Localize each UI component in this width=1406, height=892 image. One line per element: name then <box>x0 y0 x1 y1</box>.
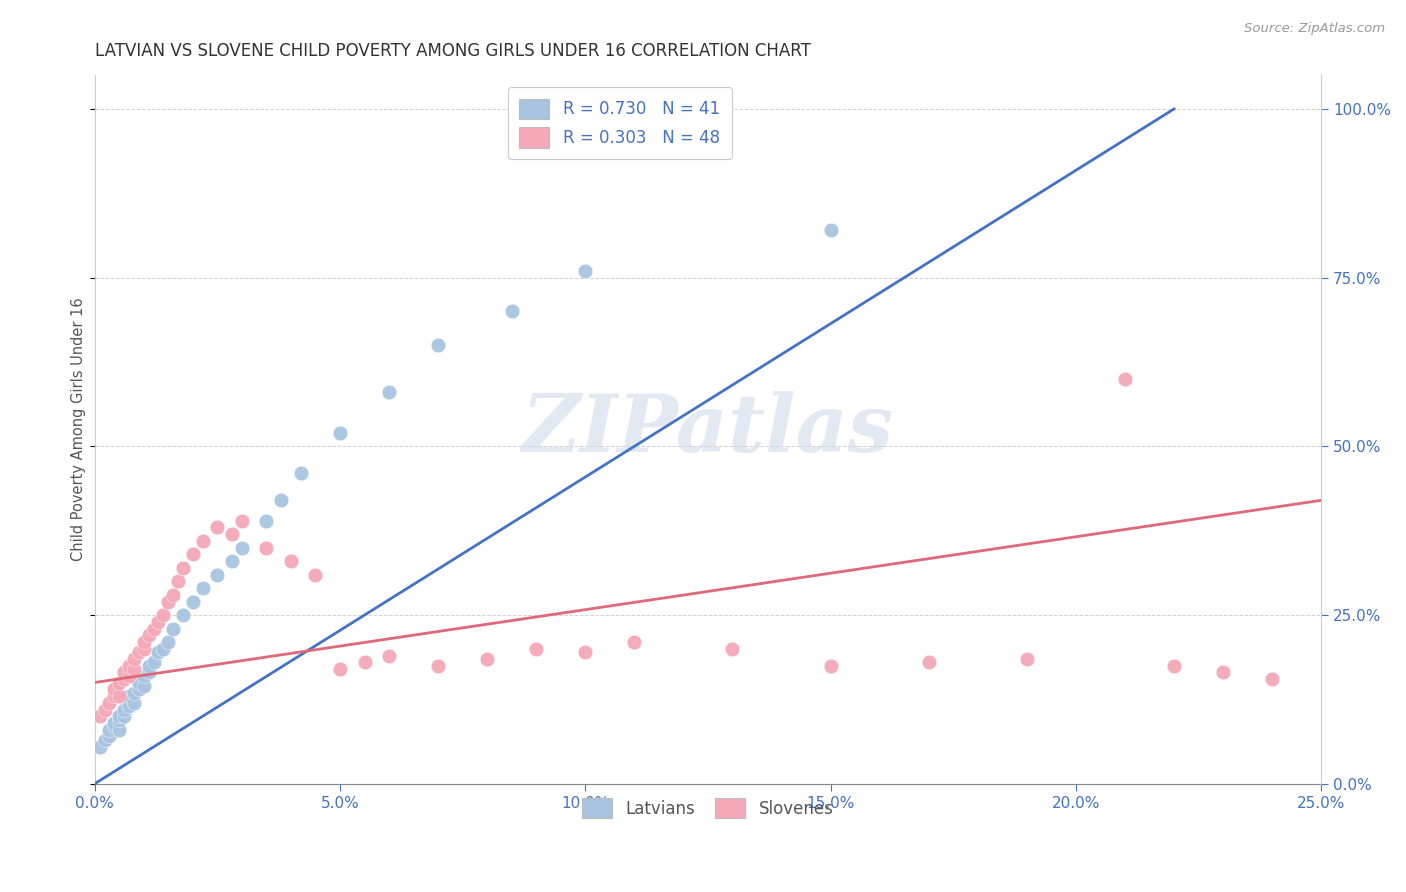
Point <box>1261 672 1284 686</box>
Point <box>142 655 165 669</box>
Point <box>157 635 180 649</box>
Point <box>157 594 180 608</box>
Point <box>112 702 135 716</box>
Point <box>122 652 145 666</box>
Point <box>162 588 184 602</box>
Point <box>162 622 184 636</box>
Point <box>427 658 450 673</box>
Point <box>820 658 842 673</box>
Point <box>231 541 253 555</box>
Point <box>623 635 645 649</box>
Point <box>820 223 842 237</box>
Point <box>181 547 204 561</box>
Point <box>191 581 214 595</box>
Y-axis label: Child Poverty Among Girls Under 16: Child Poverty Among Girls Under 16 <box>72 298 86 561</box>
Point <box>254 541 277 555</box>
Point <box>270 493 292 508</box>
Point <box>574 645 596 659</box>
Point <box>524 641 547 656</box>
Point <box>304 567 326 582</box>
Point <box>1212 665 1234 680</box>
Point <box>221 554 243 568</box>
Point <box>128 682 150 697</box>
Point <box>108 713 131 727</box>
Point <box>221 527 243 541</box>
Point <box>152 641 174 656</box>
Point <box>280 554 302 568</box>
Point <box>112 672 135 686</box>
Point <box>98 723 121 737</box>
Point <box>207 567 229 582</box>
Point <box>167 574 190 589</box>
Point <box>181 594 204 608</box>
Point <box>103 689 125 703</box>
Point <box>721 641 744 656</box>
Point <box>108 723 131 737</box>
Point <box>142 622 165 636</box>
Point <box>477 652 499 666</box>
Point <box>112 665 135 680</box>
Point <box>152 608 174 623</box>
Point <box>93 732 115 747</box>
Legend: Latvians, Slovenes: Latvians, Slovenes <box>575 791 841 825</box>
Point <box>1015 652 1038 666</box>
Point <box>98 730 121 744</box>
Point <box>118 699 141 714</box>
Point <box>918 655 941 669</box>
Point <box>118 689 141 703</box>
Point <box>118 669 141 683</box>
Point <box>93 702 115 716</box>
Point <box>254 514 277 528</box>
Point <box>89 709 111 723</box>
Point <box>172 561 194 575</box>
Point <box>103 719 125 733</box>
Point <box>108 675 131 690</box>
Point <box>207 520 229 534</box>
Point <box>132 641 155 656</box>
Point <box>148 615 170 629</box>
Text: ZIPatlas: ZIPatlas <box>522 391 894 468</box>
Point <box>138 665 160 680</box>
Point <box>574 264 596 278</box>
Point <box>132 635 155 649</box>
Point <box>172 608 194 623</box>
Point <box>501 304 523 318</box>
Point <box>98 696 121 710</box>
Point <box>103 716 125 731</box>
Point <box>118 658 141 673</box>
Point <box>132 669 155 683</box>
Point <box>89 739 111 754</box>
Point <box>122 696 145 710</box>
Point <box>122 662 145 676</box>
Point <box>128 645 150 659</box>
Point <box>112 709 135 723</box>
Point <box>103 682 125 697</box>
Point <box>128 675 150 690</box>
Point <box>1114 372 1136 386</box>
Point <box>191 533 214 548</box>
Point <box>108 709 131 723</box>
Text: LATVIAN VS SLOVENE CHILD POVERTY AMONG GIRLS UNDER 16 CORRELATION CHART: LATVIAN VS SLOVENE CHILD POVERTY AMONG G… <box>94 42 811 60</box>
Point <box>108 689 131 703</box>
Text: Source: ZipAtlas.com: Source: ZipAtlas.com <box>1244 22 1385 36</box>
Point <box>378 648 401 663</box>
Point <box>148 645 170 659</box>
Point <box>378 385 401 400</box>
Point <box>1163 658 1185 673</box>
Point <box>427 338 450 352</box>
Point <box>231 514 253 528</box>
Point <box>329 662 352 676</box>
Point <box>353 655 375 669</box>
Point <box>290 467 312 481</box>
Point <box>138 658 160 673</box>
Point <box>138 628 160 642</box>
Point <box>329 425 352 440</box>
Point <box>122 685 145 699</box>
Point <box>132 679 155 693</box>
